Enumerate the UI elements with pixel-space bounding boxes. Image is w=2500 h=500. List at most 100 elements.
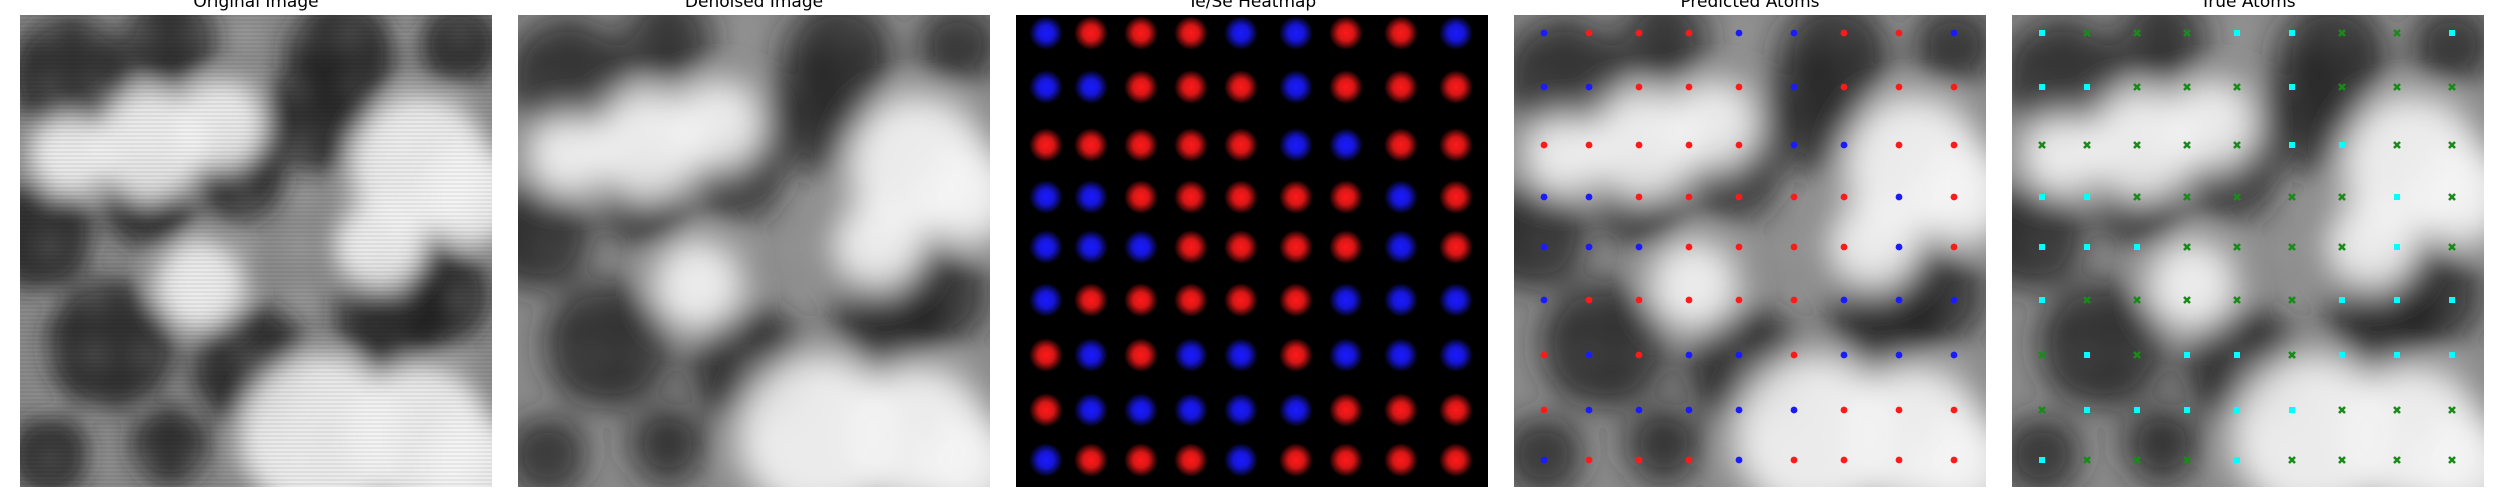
se-intensity-spot <box>1074 338 1108 372</box>
se-intensity-spot <box>1329 128 1363 162</box>
predicted-se-marker <box>1735 29 1743 37</box>
te-intensity-spot <box>1224 70 1258 104</box>
se-intensity-spot <box>1224 16 1258 50</box>
se-intensity-spot <box>1029 283 1063 317</box>
atom-bump <box>944 183 972 211</box>
se-intensity-spot <box>1439 283 1473 317</box>
te-intensity-spot <box>1329 180 1363 214</box>
atom-bump <box>579 341 607 369</box>
te-intensity-spot <box>1384 128 1418 162</box>
predicted-te-marker <box>1635 141 1643 149</box>
true-marker-cyan-square <box>2234 407 2240 413</box>
atom-bump <box>679 396 707 424</box>
true-marker-cyan-square <box>2449 352 2455 358</box>
atom-bump <box>834 131 862 159</box>
predicted-se-marker <box>1840 141 1848 149</box>
te-intensity-spot <box>1074 283 1108 317</box>
dark-region <box>1914 15 1986 85</box>
intensity-regions <box>518 15 990 487</box>
atom-bump <box>729 233 757 261</box>
atom-bump <box>579 183 607 211</box>
true-marker-green-x <box>2393 141 2401 149</box>
true-marker-green-x <box>2083 296 2091 304</box>
te-intensity-spot <box>1329 443 1363 477</box>
atom-bump <box>629 233 657 261</box>
predicted-se-marker <box>1895 193 1903 201</box>
true-marker-green-x <box>2448 83 2456 91</box>
predicted-se-marker <box>1540 83 1548 91</box>
predicted-se-marker <box>1950 296 1958 304</box>
atom-bump <box>784 286 812 314</box>
true-marker-green-x <box>2133 456 2141 464</box>
te-intensity-spot <box>1439 180 1473 214</box>
te-intensity-spot <box>1329 393 1363 427</box>
bright-region <box>2147 240 2237 330</box>
atom-bump <box>889 286 917 314</box>
true-marker-green-x <box>2393 406 2401 414</box>
te-intensity-spot <box>1029 128 1063 162</box>
true-marker-green-x <box>2393 456 2401 464</box>
atom-bump <box>534 233 562 261</box>
dark-region <box>918 15 990 85</box>
atom-bump <box>729 341 757 369</box>
predicted-te-marker <box>1685 456 1693 464</box>
predicted-te-marker <box>1840 83 1848 91</box>
bright-region <box>833 200 923 290</box>
predicted-se-marker <box>1950 351 1958 359</box>
predicted-te-marker <box>1950 406 1958 414</box>
true-markers <box>2038 29 2456 464</box>
true-marker-green-x <box>2083 141 2091 149</box>
panel-title: Predicted Atoms <box>1680 0 1820 12</box>
true-marker-green-x <box>2288 351 2296 359</box>
bright-region <box>2327 200 2417 290</box>
true-marker-green-x <box>2233 83 2241 91</box>
se-intensity-spot <box>1029 230 1063 264</box>
te-intensity-spot <box>1329 70 1363 104</box>
panel-denoised-image: Denoised Image <box>518 0 990 500</box>
true-marker-cyan-square <box>2339 142 2345 148</box>
predicted-se-marker <box>1840 351 1848 359</box>
true-marker-cyan-square <box>2289 30 2295 36</box>
predicted-te-marker <box>1735 243 1743 251</box>
atom-bump <box>534 341 562 369</box>
atom-bump <box>579 131 607 159</box>
predicted-se-marker <box>1635 406 1643 414</box>
atom-bump <box>729 396 757 424</box>
predicted-se-marker <box>1635 243 1643 251</box>
predicted-se-marker <box>1585 351 1593 359</box>
atom-bump <box>944 19 972 47</box>
predicted-te-marker <box>1735 141 1743 149</box>
bright-region <box>1649 240 1739 330</box>
atom-bump <box>944 131 972 159</box>
bright-region <box>1829 200 1919 290</box>
predicted-se-marker <box>1540 243 1548 251</box>
predicted-te-marker <box>1735 83 1743 91</box>
predicted-te-marker <box>1685 193 1693 201</box>
predicted-te-marker <box>1840 406 1848 414</box>
atom-bump <box>834 19 862 47</box>
predicted-te-marker <box>1895 83 1903 91</box>
te-intensity-spot <box>1174 443 1208 477</box>
true-marker-green-x <box>2338 83 2346 91</box>
predicted-te-marker <box>1790 351 1798 359</box>
predicted-te-marker <box>1635 296 1643 304</box>
predicted-te-marker <box>1895 406 1903 414</box>
atom-bump <box>889 183 917 211</box>
true-marker-green-x <box>2338 456 2346 464</box>
true-marker-green-x <box>2448 406 2456 414</box>
te-intensity-spot <box>1174 283 1208 317</box>
atom-bump <box>579 286 607 314</box>
true-marker-green-x <box>2338 29 2346 37</box>
true-marker-green-x <box>2133 29 2141 37</box>
te-intensity-spot <box>1384 70 1418 104</box>
atom-bump <box>834 446 862 474</box>
se-intensity-spot <box>1329 283 1363 317</box>
atom-bump <box>889 131 917 159</box>
true-marker-green-x <box>2448 193 2456 201</box>
predicted-te-marker <box>1685 296 1693 304</box>
se-intensity-spot <box>1174 338 1208 372</box>
te-intensity-spot <box>1074 16 1108 50</box>
true-marker-green-x <box>2183 456 2191 464</box>
dark-region <box>518 180 593 290</box>
true-marker-cyan-square <box>2134 244 2140 250</box>
